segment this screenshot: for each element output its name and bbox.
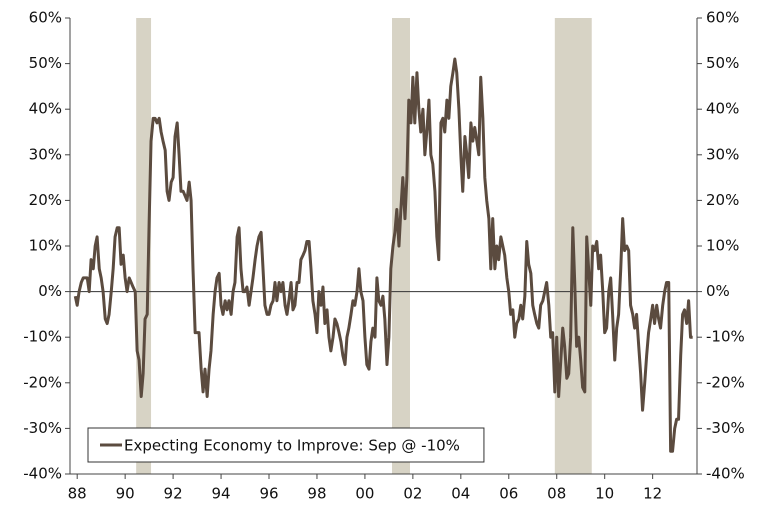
y2-tick-label: 20% (706, 191, 739, 209)
x-tick-label: 06 (499, 485, 518, 503)
y-tick-label: 10% (29, 237, 62, 255)
y-tick-label: 0% (38, 282, 62, 300)
y-tick-label: 50% (29, 54, 62, 72)
series-line (73, 57, 693, 453)
y-tick-label: -30% (23, 419, 62, 437)
y-tick-label: -20% (23, 373, 62, 391)
x-tick-label: 96 (259, 485, 278, 503)
x-tick-label: 00 (355, 485, 374, 503)
y-tick-label: -10% (23, 328, 62, 346)
y2-tick-label: 10% (706, 237, 739, 255)
x-tick-label: 08 (547, 485, 566, 503)
x-tick-label: 94 (212, 485, 231, 503)
legend-label: Expecting Economy to Improve: Sep @ -10% (124, 437, 460, 455)
y2-tick-label: 60% (706, 9, 739, 27)
y2-tick-label: -20% (706, 373, 745, 391)
y2-tick-label: 50% (706, 54, 739, 72)
y2-tick-label: -40% (706, 465, 745, 483)
y2-tick-label: 0% (706, 282, 730, 300)
y2-tick-label: -30% (706, 419, 745, 437)
y2-tick-label: -10% (706, 328, 745, 346)
y-tick-label: 20% (29, 191, 62, 209)
y-tick-label: 30% (29, 145, 62, 163)
x-tick-label: 98 (307, 485, 326, 503)
x-tick-label: 10 (595, 485, 614, 503)
y2-tick-label: 40% (706, 100, 739, 118)
y-tick-label: -40% (23, 465, 62, 483)
legend: Expecting Economy to Improve: Sep @ -10% (87, 427, 485, 463)
y-tick-label: 60% (29, 9, 62, 27)
legend-box (87, 427, 485, 463)
recession-band (392, 18, 410, 474)
x-tick-label: 12 (643, 485, 662, 503)
x-tick-label: 88 (68, 485, 87, 503)
x-tick-label: 04 (451, 485, 470, 503)
x-tick-label: 90 (116, 485, 135, 503)
x-tick-label: 92 (164, 485, 183, 503)
y2-tick-label: 30% (706, 145, 739, 163)
x-tick-label: 02 (403, 485, 422, 503)
y-tick-label: 40% (29, 100, 62, 118)
